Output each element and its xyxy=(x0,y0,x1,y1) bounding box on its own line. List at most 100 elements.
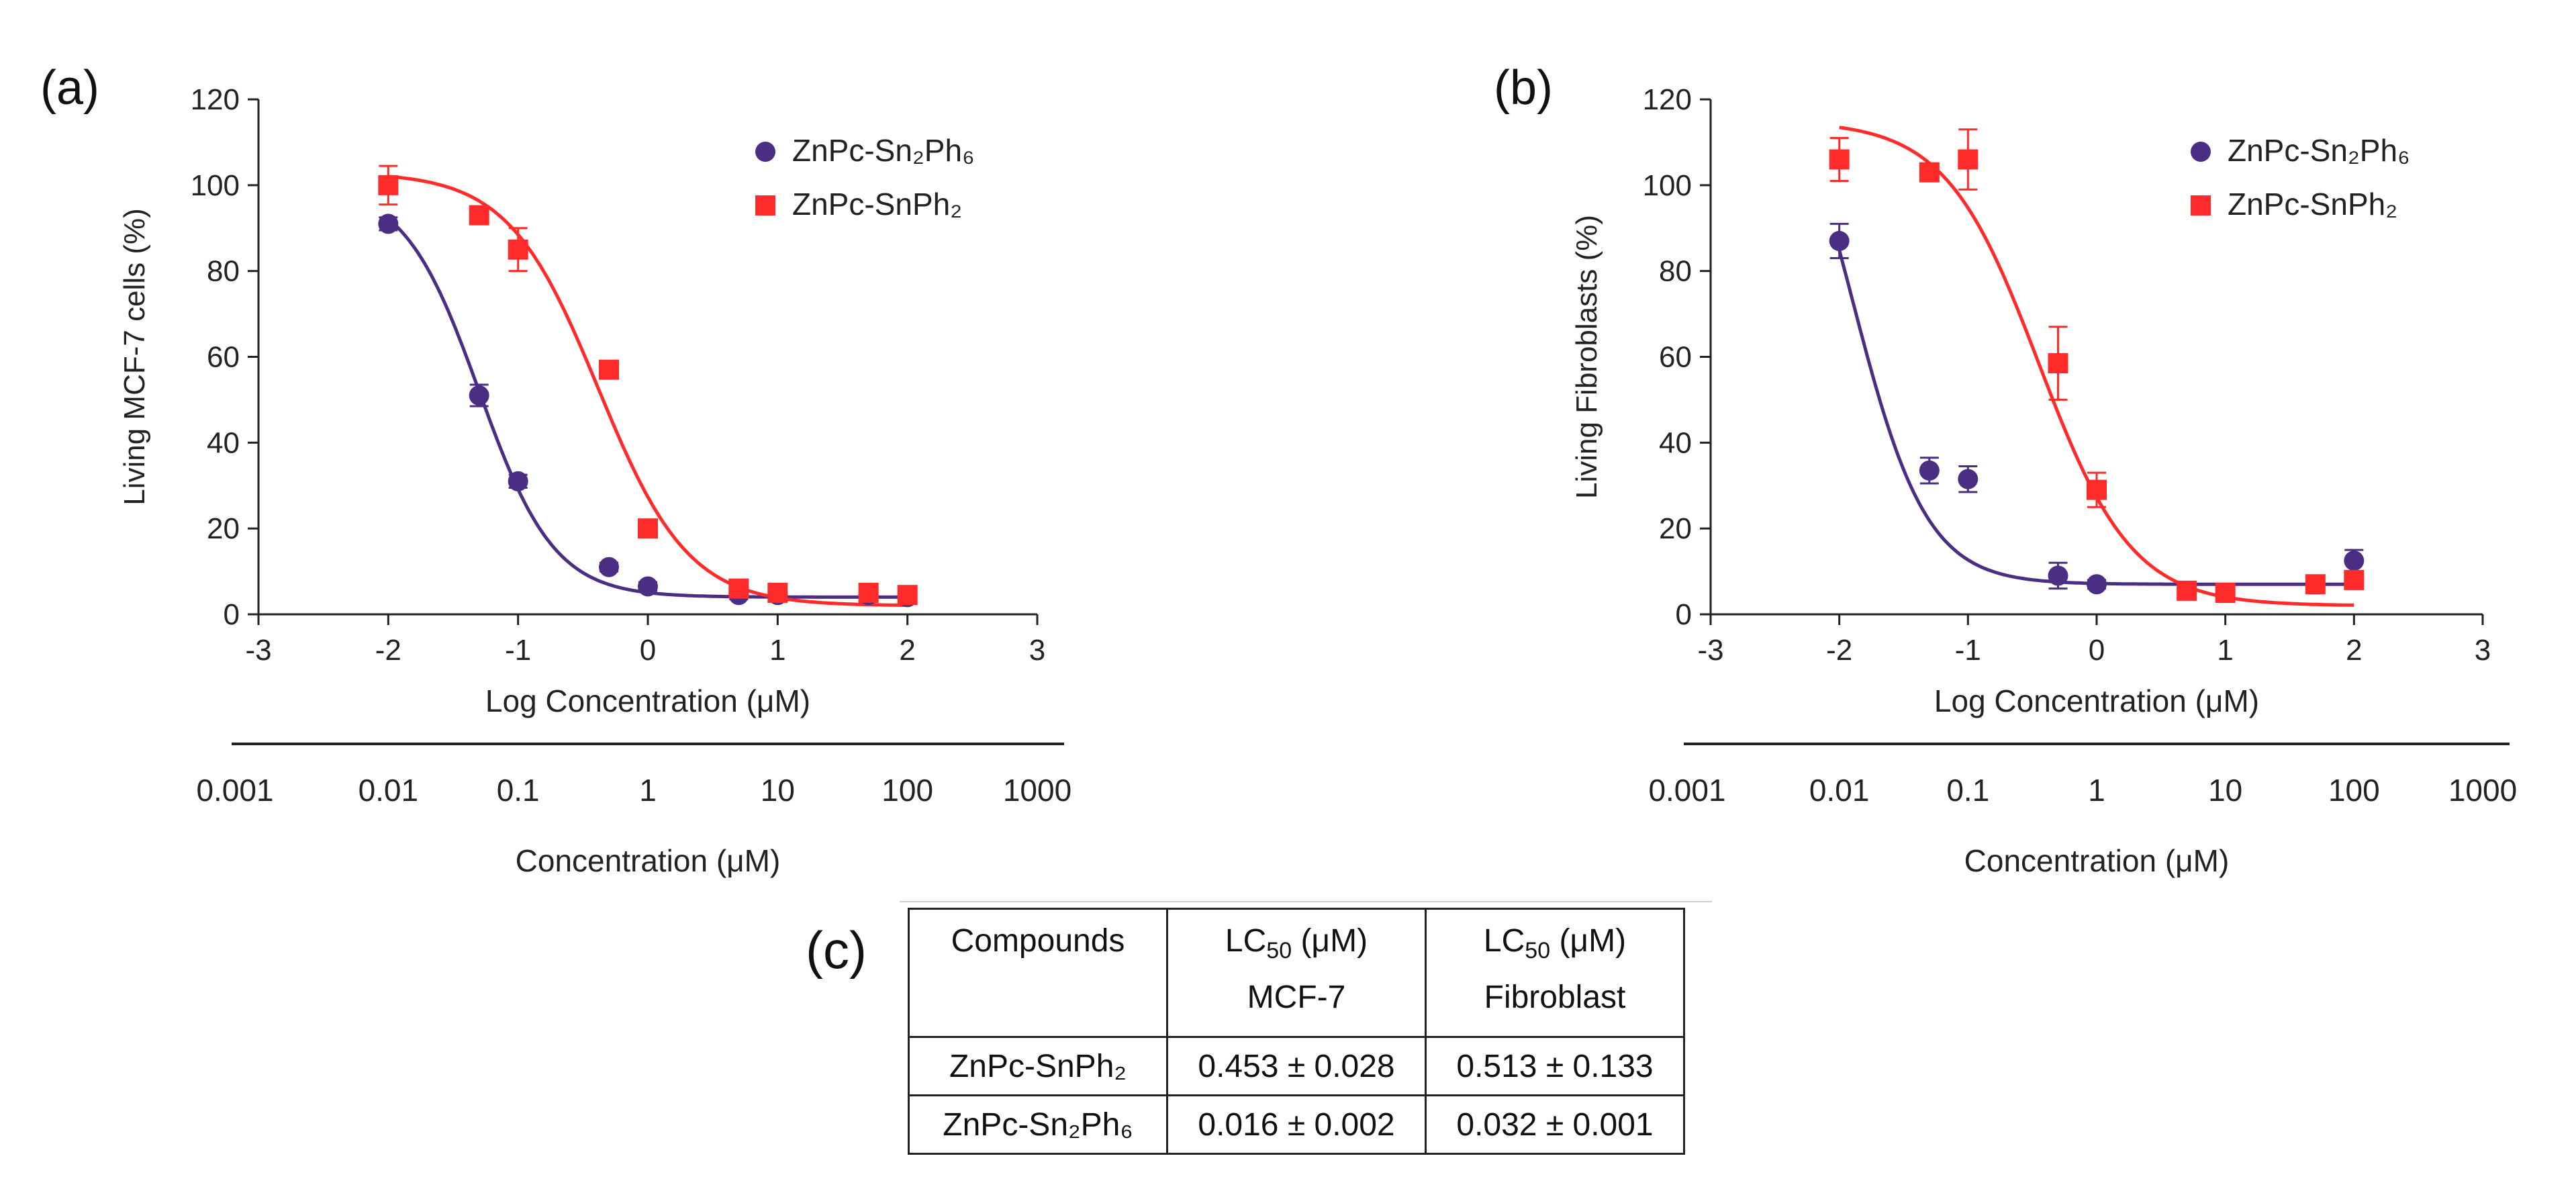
fit-curve xyxy=(388,175,908,607)
x-tick-label: -1 xyxy=(1955,634,1981,667)
y-tick-label: 100 xyxy=(191,169,240,202)
x-tick-label: -3 xyxy=(245,634,271,667)
y-tick-label: 120 xyxy=(191,83,240,116)
x-tick-label: 0 xyxy=(640,634,656,667)
data-point xyxy=(1919,460,1940,481)
secondary-tick-label: 0.001 xyxy=(196,773,273,808)
data-point xyxy=(599,359,619,380)
panel-label: (b) xyxy=(1494,61,1553,115)
header-fibroblast-sub: 50 xyxy=(1525,938,1551,963)
table-header-row: Compounds LC50 (μM) MCF-7 LC50 (μM) Fibr… xyxy=(908,908,1685,1038)
y-axis-title: Living Fibroblasts (%) xyxy=(1570,215,1603,499)
fit-curve xyxy=(387,218,908,599)
secondary-tick-label: 10 xyxy=(761,773,795,808)
x-axis-title: Log Concentration (μM) xyxy=(1934,683,2259,718)
secondary-tick-label: 0.01 xyxy=(1809,773,1870,808)
header-mcf7-sub: 50 xyxy=(1266,938,1292,963)
secondary-tick-label: 1000 xyxy=(1003,773,1071,808)
secondary-tick-label: 0.1 xyxy=(1946,773,1989,808)
secondary-tick-label: 10 xyxy=(2208,773,2242,808)
legend-label: ZnPc-SnPh₂ xyxy=(792,187,962,222)
x-axis-title: Log Concentration (μM) xyxy=(485,683,810,718)
x-tick-label: 0 xyxy=(2089,634,2105,667)
y-tick-label: 80 xyxy=(1659,255,1692,288)
x-tick-label: 3 xyxy=(1029,634,1045,667)
secondary-tick-label: 0.01 xyxy=(359,773,419,808)
data-point xyxy=(1958,149,1978,170)
x-tick-label: 1 xyxy=(769,634,785,667)
header-fibroblast-lc: LC xyxy=(1483,923,1525,959)
data-point xyxy=(858,583,879,604)
x-tick-label: 1 xyxy=(2217,634,2233,667)
data-point xyxy=(599,557,619,577)
data-point xyxy=(1958,469,1978,489)
data-point xyxy=(1919,162,1940,183)
data-point xyxy=(2215,583,2236,604)
data-point xyxy=(378,213,399,234)
legend-marker xyxy=(755,195,775,216)
data-point xyxy=(2177,580,2197,601)
secondary-tick-label: 100 xyxy=(881,773,933,808)
secondary-tick-label: 100 xyxy=(2328,773,2380,808)
legend-marker xyxy=(2191,195,2211,216)
y-tick-label: 20 xyxy=(207,512,240,545)
data-point xyxy=(508,239,528,260)
y-tick-label: 40 xyxy=(207,426,240,459)
data-point xyxy=(469,385,489,406)
x-tick-label: -2 xyxy=(1826,634,1852,667)
cell-fibroblast: 0.032 ± 0.001 xyxy=(1425,1094,1685,1155)
data-point xyxy=(2048,353,2068,374)
secondary-tick-label: 1000 xyxy=(2448,773,2517,808)
data-point xyxy=(728,578,749,599)
header-fibroblast-unit: (μM) xyxy=(1550,923,1627,959)
secondary-tick-label: 1 xyxy=(2088,773,2105,808)
data-point xyxy=(2344,551,2365,571)
data-point xyxy=(469,205,489,226)
y-tick-label: 80 xyxy=(207,255,240,288)
x-tick-label: -1 xyxy=(505,634,531,667)
panel-b-chart: (b) 0 20 40 60 80 100 120 -3 -2 -1 0 1 2 3 Log Concentr… xyxy=(1494,61,2517,878)
data-point xyxy=(2087,574,2107,595)
cell-fibroblast: 0.513 ± 0.133 xyxy=(1425,1036,1685,1096)
data-point xyxy=(378,175,399,195)
header-fibroblast-cellline: Fibroblast xyxy=(1484,980,1626,1015)
data-point xyxy=(638,576,658,597)
panel-c-label: (c) xyxy=(806,920,867,980)
data-point xyxy=(508,471,528,491)
data-point xyxy=(897,585,918,606)
table-row: ZnPc-Sn₂Ph₆ 0.016 ± 0.002 0.032 ± 0.001 xyxy=(908,1094,1685,1155)
secondary-tick-label: 0.001 xyxy=(1648,773,1725,808)
secondary-tick-label: 1 xyxy=(639,773,657,808)
table-row: ZnPc-SnPh₂ 0.453 ± 0.028 0.513 ± 0.133 xyxy=(908,1036,1685,1096)
data-point xyxy=(638,518,658,539)
secondary-tick-label: 0.1 xyxy=(497,773,540,808)
secondary-axis-title: Concentration (μM) xyxy=(516,843,781,878)
x-tick-label: 2 xyxy=(899,634,915,667)
y-tick-label: 60 xyxy=(207,341,240,374)
cell-compound: ZnPc-SnPh₂ xyxy=(908,1036,1168,1096)
cell-compound: ZnPc-Sn₂Ph₆ xyxy=(908,1094,1168,1155)
header-fibroblast-lc50: LC50 (μM) xyxy=(1444,918,1666,974)
legend-marker xyxy=(2191,142,2211,162)
secondary-axis-title: Concentration (μM) xyxy=(1964,843,2230,878)
x-tick-label: 3 xyxy=(2475,634,2491,667)
table-top-rule xyxy=(900,901,1712,902)
legend-marker xyxy=(755,142,775,162)
data-point xyxy=(767,583,788,604)
x-tick-label: 2 xyxy=(2346,634,2362,667)
header-mcf7: LC50 (μM) MCF-7 xyxy=(1166,908,1427,1038)
cell-mcf7: 0.453 ± 0.028 xyxy=(1166,1036,1427,1096)
data-point xyxy=(2087,479,2107,500)
y-tick-label: 0 xyxy=(1676,598,1692,631)
header-mcf7-lc: LC xyxy=(1225,923,1267,959)
y-tick-label: 100 xyxy=(1643,169,1692,202)
header-mcf7-cellline: MCF-7 xyxy=(1247,980,1346,1015)
panel-label: (a) xyxy=(40,61,99,115)
x-tick-label: -3 xyxy=(1697,634,1723,667)
panel-a-chart: (a) 0 20 40 60 80 100 120 -3 -2 -1 0 1 2 3 Log Concentr… xyxy=(40,61,1071,878)
header-compounds-label: Compounds xyxy=(951,923,1125,959)
y-tick-label: 20 xyxy=(1659,512,1692,545)
y-tick-label: 120 xyxy=(1643,83,1692,116)
data-point xyxy=(1829,230,1850,251)
